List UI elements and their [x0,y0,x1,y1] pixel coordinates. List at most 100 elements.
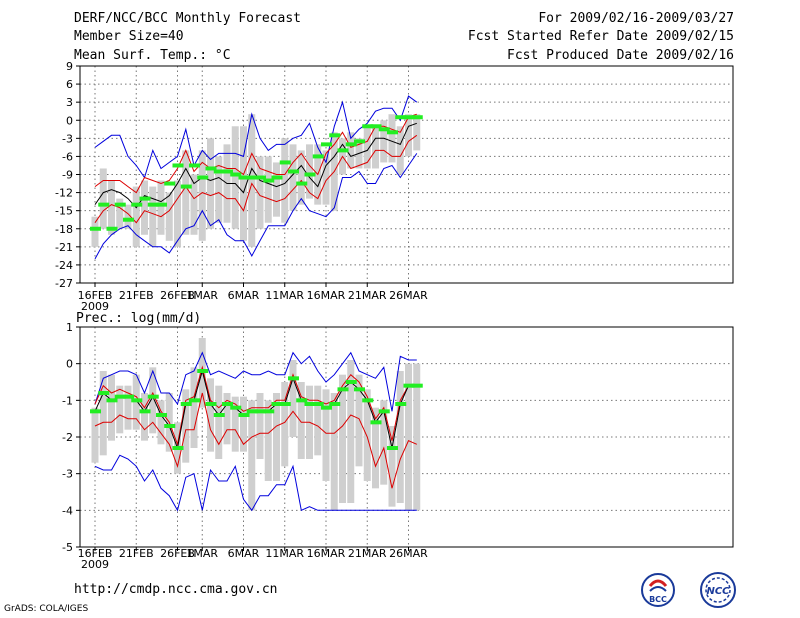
prec-marker [329,402,341,406]
prec-ytick-label: -4 [62,504,73,517]
prec-range-bar [240,396,247,452]
temp-marker [255,175,266,180]
prec-ytick-label: 0 [66,358,73,371]
temp-range-bar [174,180,181,247]
temp-marker [337,148,349,153]
temp-range-bar [363,126,371,169]
prec-ytick-label: -2 [62,431,73,444]
temp-range-bar [240,126,247,241]
temp-marker [321,142,332,147]
temp-ytick-label: -6 [62,150,73,163]
temp-marker [403,115,415,120]
temp-ytick-label: -24 [55,259,73,272]
source-url[interactable]: http://cmdp.ncc.cma.gov.cn [74,582,278,597]
temp-marker [304,172,316,177]
temp-ytick-label: 6 [66,78,73,91]
temp-ytick-label: -12 [55,187,73,200]
prec-marker [304,402,316,406]
prec-range-bar [405,363,412,511]
ncc-logo: NCC [700,572,736,608]
prec-range-bar [190,367,198,448]
prec-marker [354,387,365,392]
temp-range-bar [99,168,107,229]
temp-year-label: 2009 [81,300,109,313]
prec-range-bar [157,400,165,445]
temp-range-bar [149,186,157,247]
prec-range-bar [215,385,223,459]
temp-marker [106,226,118,231]
temp-marker [395,115,407,120]
grads-credit: GrADS: COLA/IGES [4,604,89,614]
prec-xtick-label: 16FEB [78,547,113,560]
prec-range-bar [264,400,272,481]
prec-marker [403,383,415,388]
temp-ytick-label: -3 [62,132,73,145]
prec-range-bar [314,385,322,456]
temp-range-bar [372,126,379,169]
temp-marker [329,133,341,138]
prec-range-bar [380,400,388,485]
prec-marker [123,394,134,399]
temp-range-bar [264,156,272,223]
prec-marker [279,402,291,406]
forecast-period: For 2009/02/16-2009/03/27 [538,11,734,26]
fcst-produced-date: Fcst Produced Date 2009/02/16 [507,48,734,63]
prec-range-bar [339,374,346,503]
chart-title: DERF/NCC/BCC Monthly Forecast [74,11,301,26]
temp-range-bar [190,174,198,235]
prec-range-bar [281,382,289,467]
temp-range-bar [91,216,99,247]
temp-range-bar [198,150,206,241]
temp-range-bar [273,162,280,217]
prec-marker [205,402,217,406]
temp-ytick-label: -27 [55,277,73,290]
temp-marker [98,202,110,207]
prec-series-line [94,392,417,489]
temp-range-bar [157,180,165,235]
temp-range-bar [132,186,140,247]
temp-xtick-label: 26FEB [160,289,195,302]
temp-marker [123,217,134,222]
temp-range-bar [108,180,115,235]
prec-range-bar [372,407,379,489]
prec-range-bar [149,367,157,434]
bcc-logo: BCC [641,573,675,607]
prec-marker [321,405,332,410]
temp-range-bar [388,114,396,163]
member-size: Member Size=40 [74,29,184,44]
temp-marker [114,202,126,207]
prec-xtick-label: 6MAR [228,547,260,560]
ncc-logo-text: NCC [706,586,730,597]
temp-range-bar [182,150,190,235]
prec-marker [296,398,308,403]
temp-series-line [94,134,418,224]
temp-range-bar [413,114,421,151]
temp-range-bar [380,120,388,163]
temp-ytick-label: 9 [66,60,73,73]
temp-marker [180,184,192,189]
temp-range-bar [231,126,239,229]
temp-marker [312,154,324,159]
prec-marker [147,394,159,399]
prec-range-bar [347,360,355,503]
temp-ytick-label: 0 [66,114,73,127]
temp-range-bar [289,144,297,211]
temp-xtick-label: 11MAR [265,289,304,302]
prec-range-bar [108,374,115,441]
temp-marker [271,175,283,180]
prec-panel-title: Prec.: log(mm/d) [76,311,201,326]
temp-marker [354,139,365,144]
prec-range-bar [231,396,239,452]
prec-marker [378,409,390,414]
prec-range-bar [297,382,305,459]
prec-year-label: 2009 [81,558,109,571]
temp-marker [213,169,225,174]
prec-range-bar [388,426,396,507]
prec-xtick-label: 1MAR [186,547,218,560]
temp-range-bar [141,180,148,235]
prec-frame [79,326,734,548]
prec-ytick-label: -3 [62,468,73,481]
temp-range-bar [124,204,132,229]
